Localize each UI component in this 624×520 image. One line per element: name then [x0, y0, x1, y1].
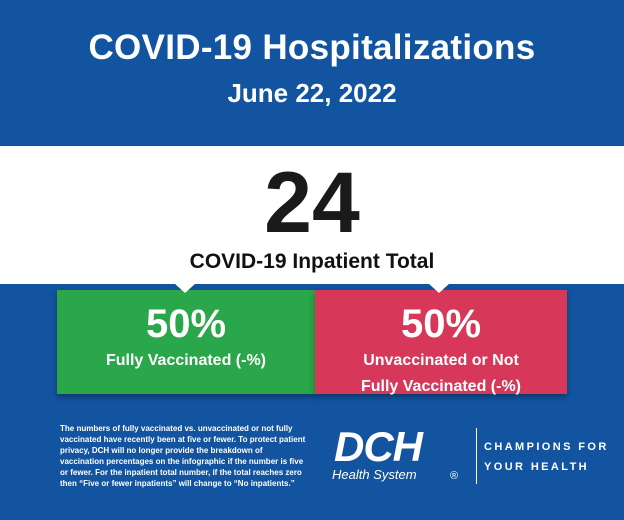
unvaccinated-label-line1: Unvaccinated or Not — [363, 352, 519, 369]
tagline-line1: CHAMPIONS FOR — [484, 441, 609, 453]
unvaccinated-box: 50% Unvaccinated or Not Fully Vaccinated… — [315, 290, 567, 395]
inpatient-band — [0, 146, 624, 284]
dch-logo-icon: DCH Health System ® — [332, 425, 458, 482]
report-date: June 22, 2022 — [227, 78, 397, 108]
privacy-footnote: The numbers of fully vaccinated vs. unva… — [60, 424, 306, 488]
pointer-arrow-left-icon — [174, 283, 196, 293]
registered-mark: ® — [450, 470, 458, 482]
unvaccinated-label-line2: Fully Vaccinated (-%) — [360, 378, 522, 395]
vaccinated-label: Fully Vaccinated (-%) — [105, 352, 267, 369]
vaccinated-percent: 50% — [145, 302, 227, 346]
logo-subtext: Health System — [332, 467, 417, 482]
page-title: COVID-19 Hospitalizations — [88, 28, 536, 67]
pointer-arrow-right-icon — [428, 283, 450, 293]
inpatient-total-label: COVID-19 Inpatient Total — [189, 250, 435, 273]
tagline-line2: YOUR HEALTH — [484, 461, 590, 473]
vaccinated-box: 50% Fully Vaccinated (-%) — [57, 290, 315, 394]
unvaccinated-percent: 50% — [400, 302, 482, 346]
logo-text: DCH — [334, 425, 425, 470]
logo-divider — [476, 428, 477, 484]
inpatient-total-number: 24 — [264, 155, 360, 251]
brand-tagline: CHAMPIONS FOR YOUR HEALTH — [484, 437, 609, 477]
